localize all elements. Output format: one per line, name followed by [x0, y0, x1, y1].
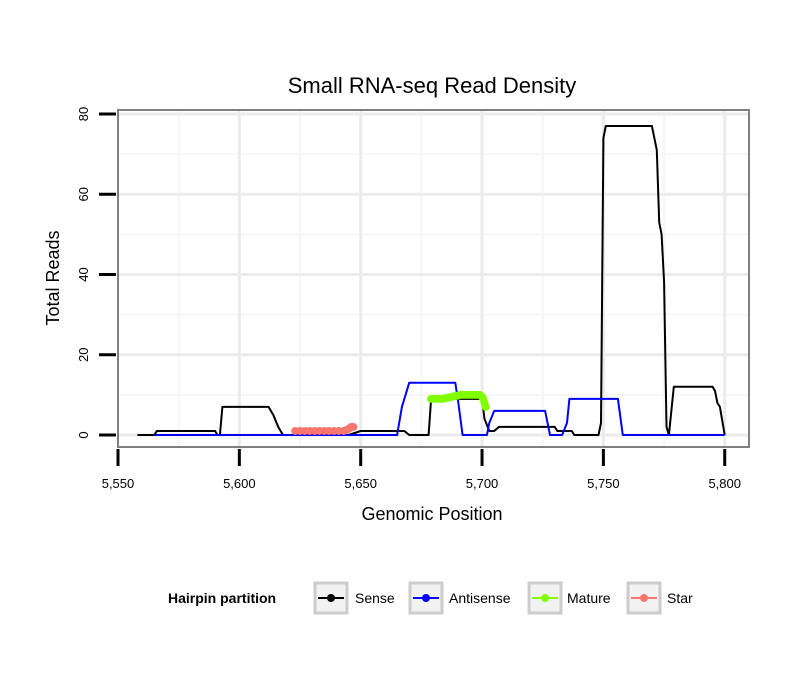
legend-key-marker [422, 594, 430, 602]
y-tick-label: 60 [76, 187, 91, 201]
legend-key-marker [640, 594, 648, 602]
y-tick-label: 40 [76, 267, 91, 281]
series-star [291, 422, 358, 435]
legend-label-mature: Mature [567, 590, 611, 606]
legend: Hairpin partition Sense Antisense Mature St… [168, 581, 693, 615]
legend-label-star: Star [667, 590, 693, 606]
y-tick-label: 0 [76, 431, 91, 438]
series-mature [427, 390, 490, 411]
series-antisense [154, 381, 725, 436]
x-tick-label: 5,600 [223, 476, 256, 491]
legend-item-sense: Sense [313, 581, 395, 615]
legend-item-antisense: Antisense [408, 581, 511, 615]
series-line-antisense [154, 381, 725, 436]
y-tick-label: 20 [76, 347, 91, 361]
legend-items: Sense Antisense Mature Star [313, 581, 693, 615]
legend-item-star: Star [626, 581, 693, 615]
legend-title: Hairpin partition [168, 590, 276, 606]
x-tick-label: 5,800 [708, 476, 741, 491]
legend-key-marker [541, 594, 549, 602]
grid [118, 110, 749, 447]
chart-title: Small RNA-seq Read Density [288, 73, 577, 98]
data-point-mature [481, 402, 490, 411]
x-tick-label: 5,650 [344, 476, 377, 491]
x-tick-label: 5,750 [587, 476, 620, 491]
x-axis-title: Genomic Position [361, 504, 502, 524]
x-tick-label: 5,550 [102, 476, 135, 491]
y-tick-label: 80 [76, 107, 91, 121]
series-sense [137, 125, 726, 436]
data-point-star [349, 422, 358, 431]
y-axis-title: Total Reads [43, 230, 63, 325]
legend-item-mature: Mature [527, 581, 611, 615]
plot-panel-border [117, 109, 750, 448]
x-tick-label: 5,700 [466, 476, 499, 491]
legend-key-marker [327, 594, 335, 602]
axes: 5,550 5,600 5,650 5,700 5,750 5,800 0 20 40 60 80 [76, 107, 741, 491]
series-line-sense [137, 125, 726, 436]
series-layer [137, 125, 726, 436]
legend-label-sense: Sense [355, 590, 395, 606]
legend-label-antisense: Antisense [449, 590, 511, 606]
